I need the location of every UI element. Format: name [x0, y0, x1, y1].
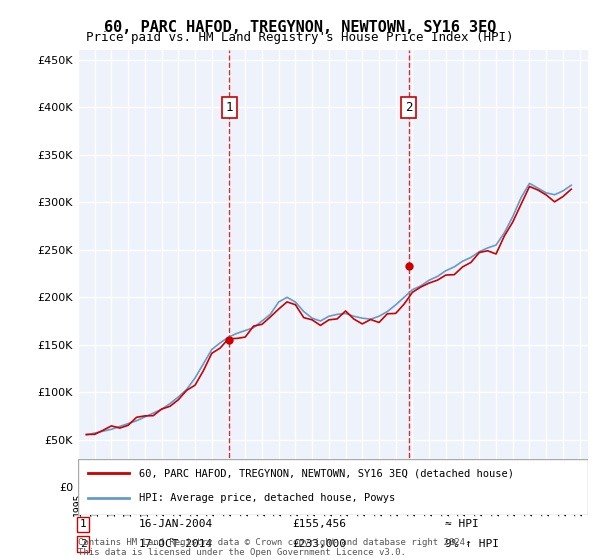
Text: Price paid vs. HM Land Registry's House Price Index (HPI): Price paid vs. HM Land Registry's House …: [86, 31, 514, 44]
Text: 17-OCT-2014: 17-OCT-2014: [139, 539, 214, 549]
Text: ≈ HPI: ≈ HPI: [445, 520, 479, 529]
Text: 1: 1: [226, 101, 233, 114]
Text: Contains HM Land Registry data © Crown copyright and database right 2024.
This d: Contains HM Land Registry data © Crown c…: [78, 538, 470, 557]
Text: 60, PARC HAFOD, TREGYNON, NEWTOWN, SY16 3EQ: 60, PARC HAFOD, TREGYNON, NEWTOWN, SY16 …: [104, 20, 496, 35]
Text: £233,000: £233,000: [292, 539, 346, 549]
Text: HPI: Average price, detached house, Powys: HPI: Average price, detached house, Powy…: [139, 493, 395, 503]
FancyBboxPatch shape: [78, 459, 588, 515]
Text: 1: 1: [80, 520, 86, 529]
Text: 2: 2: [80, 539, 86, 549]
Text: 2: 2: [405, 101, 413, 114]
Text: 60, PARC HAFOD, TREGYNON, NEWTOWN, SY16 3EQ (detached house): 60, PARC HAFOD, TREGYNON, NEWTOWN, SY16 …: [139, 468, 514, 478]
Text: 9% ↑ HPI: 9% ↑ HPI: [445, 539, 499, 549]
Text: £155,456: £155,456: [292, 520, 346, 529]
Text: 16-JAN-2004: 16-JAN-2004: [139, 520, 214, 529]
